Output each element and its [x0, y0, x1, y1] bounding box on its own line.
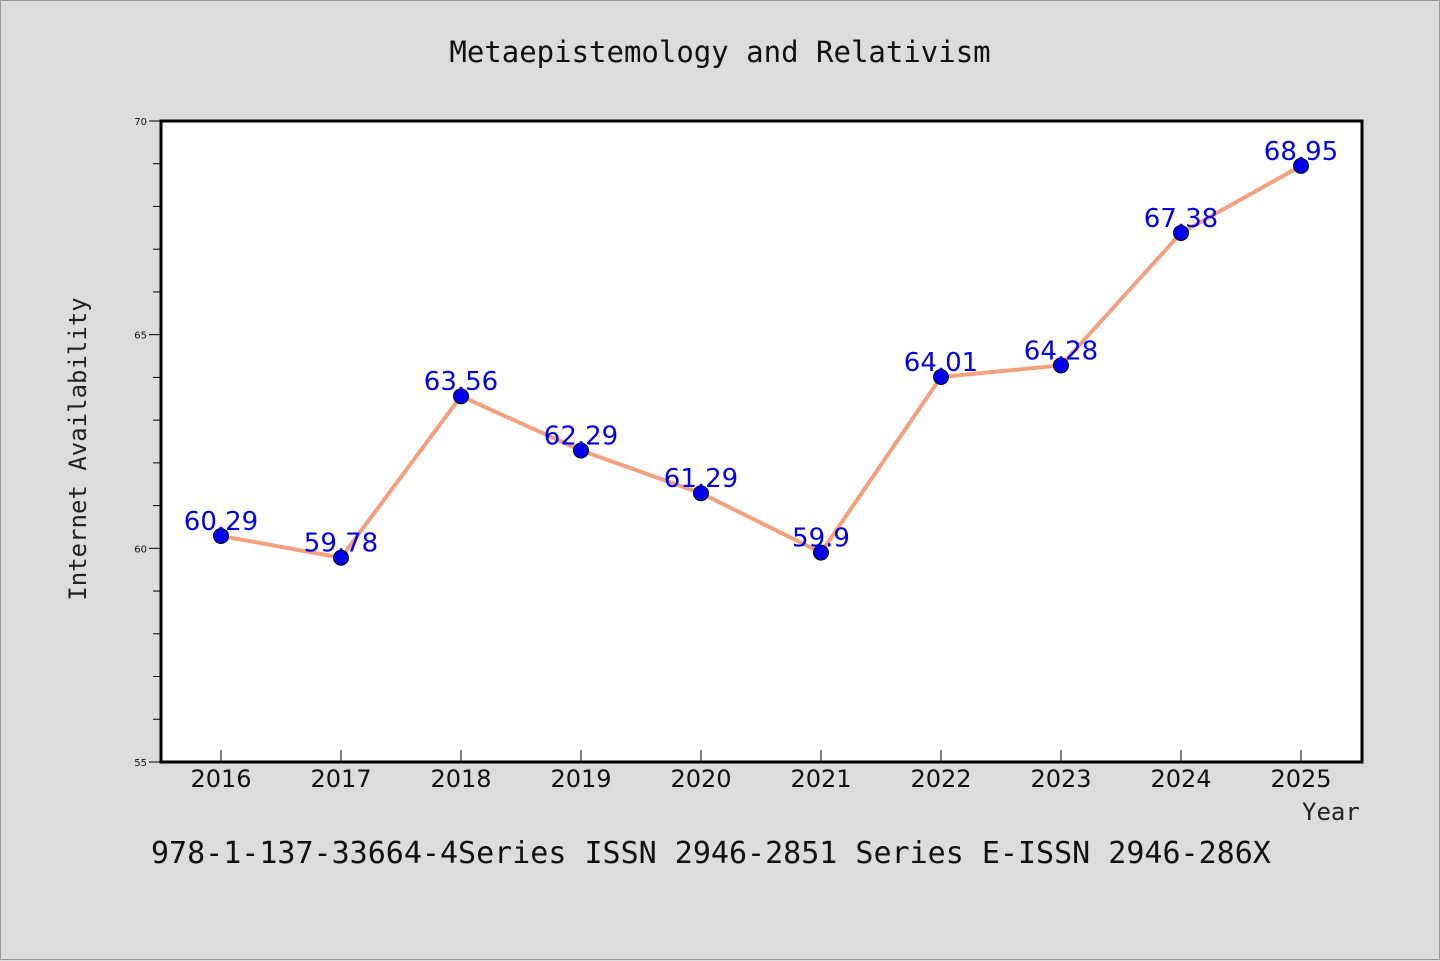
x-tick-label: 2020 — [670, 765, 731, 793]
data-label: 59.9 — [792, 524, 850, 554]
data-point-marker — [933, 368, 949, 385]
data-point-marker — [453, 388, 469, 405]
data-label: 64.01 — [904, 348, 978, 378]
data-point-marker — [333, 549, 349, 566]
series-line — [220, 164, 1302, 560]
x-tick-label: 2025 — [1270, 765, 1331, 793]
footer-isbn-text: 978-1-137-33664-4Series ISSN 2946-2851 S… — [151, 836, 1271, 871]
data-point-marker — [213, 527, 229, 544]
data-point-marker — [1053, 357, 1069, 374]
x-tick-label: 2016 — [190, 765, 251, 793]
y-tick-label: 70 — [134, 117, 147, 128]
data-label: 59.78 — [304, 529, 378, 559]
y-tick-label: 55 — [134, 758, 147, 769]
x-axis-label: Year — [1302, 798, 1360, 826]
x-tick-label: 2018 — [430, 765, 491, 793]
x-tick-label: 2017 — [310, 765, 371, 793]
x-tick-label: 2023 — [1030, 765, 1091, 793]
x-tick-label: 2021 — [790, 765, 851, 793]
data-point-marker — [573, 442, 589, 459]
data-label: 68.95 — [1264, 137, 1338, 167]
plot-area — [159, 119, 1364, 764]
x-tick-label: 2019 — [550, 765, 611, 793]
data-label: 61.29 — [664, 464, 738, 494]
data-label: 62.29 — [544, 421, 618, 451]
data-label: 60.29 — [184, 507, 258, 537]
x-tick-label: 2022 — [910, 765, 971, 793]
data-label: 63.56 — [424, 367, 498, 397]
chart-title: Metaepistemology and Relativism — [449, 35, 991, 69]
data-point-marker — [693, 485, 709, 502]
y-tick-label: 60 — [134, 544, 147, 555]
data-point-marker — [1173, 224, 1189, 241]
data-point-marker — [1293, 157, 1309, 174]
x-tick-label: 2024 — [1150, 765, 1211, 793]
data-label: 67.38 — [1144, 204, 1218, 234]
data-point-marker — [813, 544, 829, 561]
y-tick-label: 65 — [134, 331, 147, 342]
data-label: 64.28 — [1024, 336, 1098, 366]
